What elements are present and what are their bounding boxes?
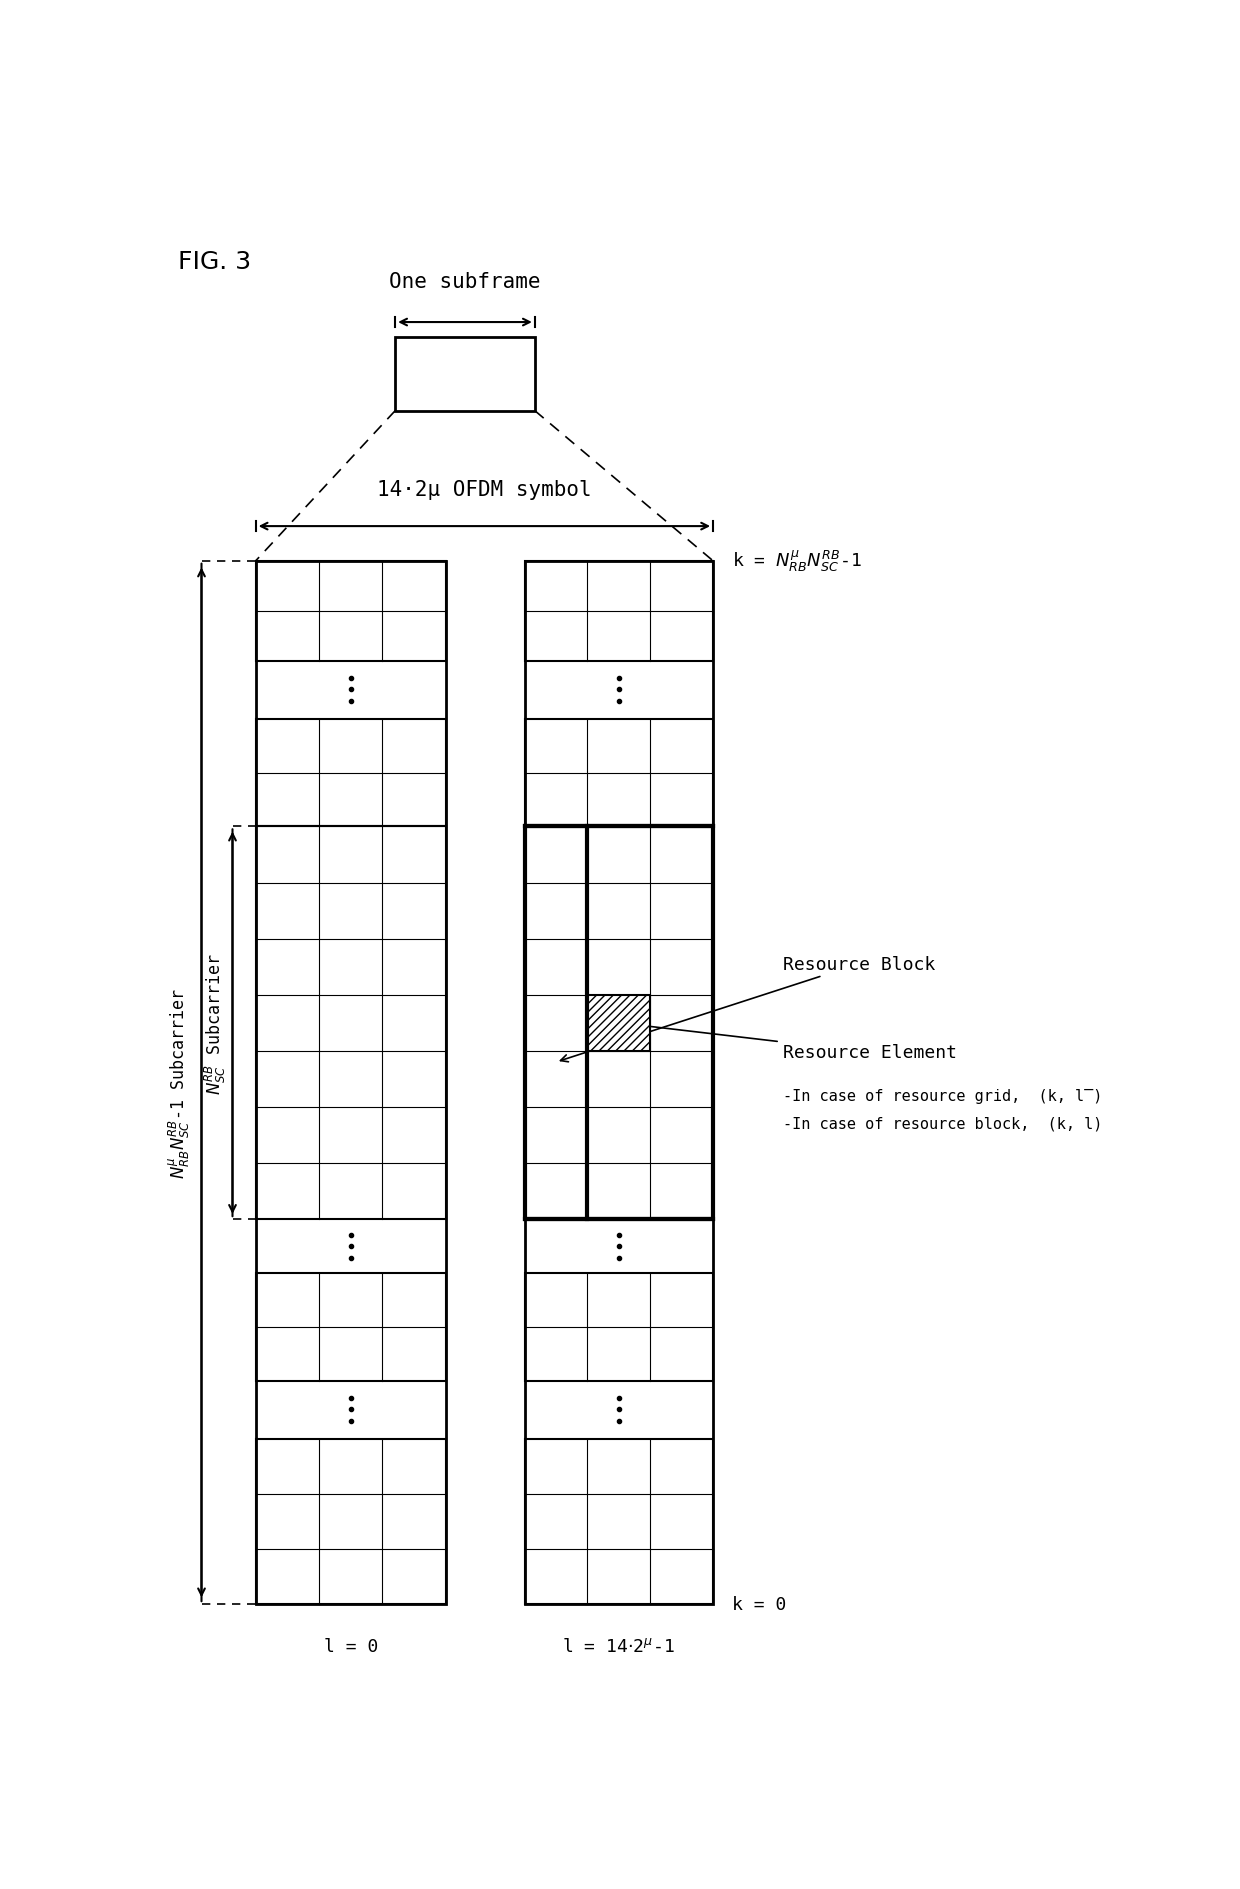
- Bar: [255, 827, 445, 1220]
- Text: 14·2μ OFDM symbol: 14·2μ OFDM symbol: [377, 480, 591, 501]
- Bar: [525, 561, 713, 1604]
- Bar: [525, 720, 713, 827]
- Bar: [525, 1439, 713, 1604]
- Text: Resource Block: Resource Block: [560, 956, 935, 1062]
- Bar: [255, 1439, 445, 1604]
- Text: $N_{RB}^{\mu}N_{SC}^{RB}$-1 Subcarrier: $N_{RB}^{\mu}N_{SC}^{RB}$-1 Subcarrier: [167, 988, 192, 1179]
- Text: l = 14$\cdot$2$^{\mu}$-1: l = 14$\cdot$2$^{\mu}$-1: [563, 1638, 676, 1655]
- Bar: [255, 561, 445, 661]
- Bar: [255, 720, 445, 827]
- Text: -In case of resource block,  (k, l): -In case of resource block, (k, l): [782, 1116, 1102, 1132]
- Text: l = 0: l = 0: [324, 1638, 378, 1655]
- Text: k = $N_{RB}^{\mu}$$N_{SC}^{RB}$-1: k = $N_{RB}^{\mu}$$N_{SC}^{RB}$-1: [733, 550, 862, 574]
- Bar: [396, 338, 534, 412]
- Text: FIG. 3: FIG. 3: [179, 249, 252, 274]
- Bar: [255, 561, 445, 1604]
- Text: One subframe: One subframe: [389, 272, 541, 293]
- Text: k = 0: k = 0: [733, 1594, 786, 1613]
- Bar: [588, 996, 650, 1052]
- Text: Resource Element: Resource Element: [624, 1022, 957, 1062]
- Bar: [255, 1273, 445, 1381]
- Bar: [525, 827, 713, 1220]
- Text: $N_{SC}^{RB}$ Subcarrier: $N_{SC}^{RB}$ Subcarrier: [203, 952, 228, 1094]
- Text: -In case of resource grid,  (k, l̅): -In case of resource grid, (k, l̅): [782, 1088, 1102, 1103]
- Bar: [525, 827, 713, 1220]
- Bar: [525, 561, 713, 661]
- Bar: [525, 1273, 713, 1381]
